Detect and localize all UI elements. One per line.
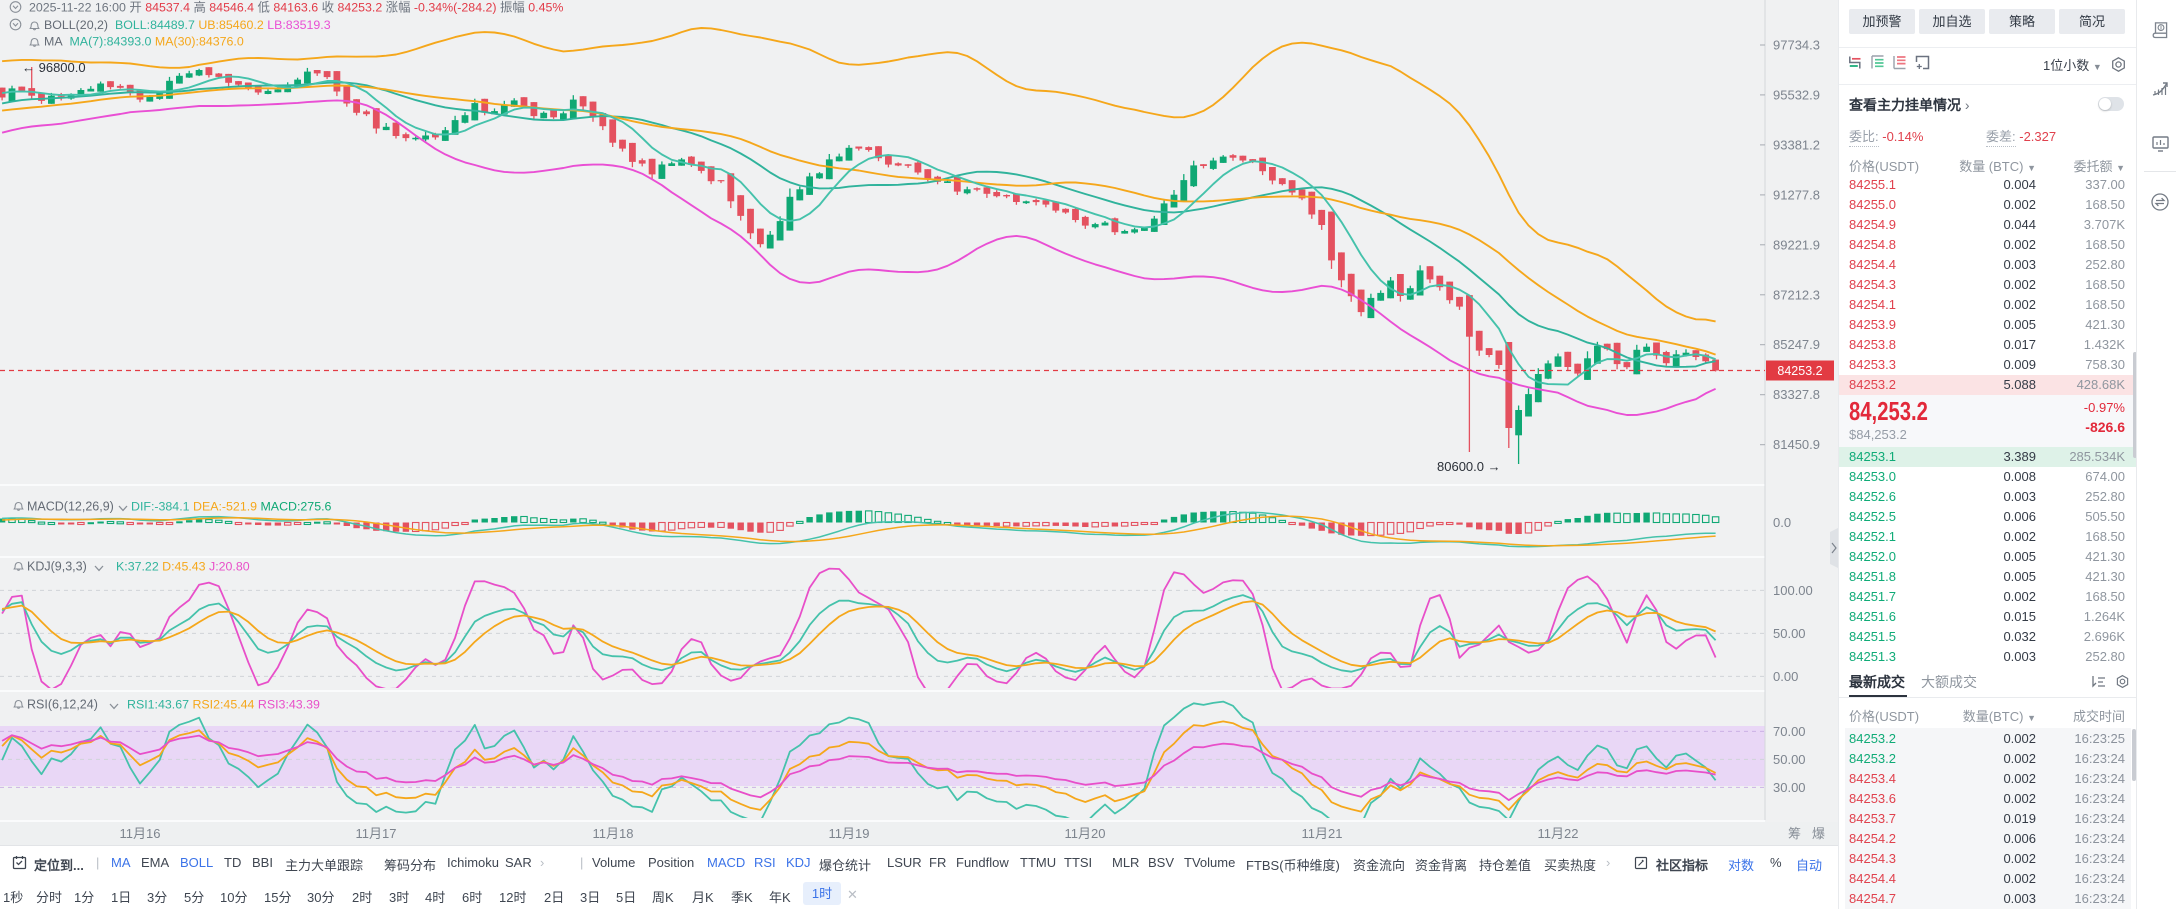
svg-text:91277.8: 91277.8	[1773, 187, 1820, 202]
svg-text:97734.3: 97734.3	[1773, 38, 1820, 53]
svg-text:KDJ(9,3,3): KDJ(9,3,3)	[27, 560, 87, 574]
svg-text:K:37.22 D:45.43 J:20.80: K:37.22 D:45.43 J:20.80	[116, 560, 250, 574]
svg-text:← 96800.0: ← 96800.0	[22, 60, 86, 75]
svg-text:0.0: 0.0	[1773, 515, 1791, 530]
svg-text:DIF:-384.1 DEA:-521.9 MACD:275: DIF:-384.1 DEA:-521.9 MACD:275.6	[131, 500, 332, 514]
svg-text:0.00: 0.00	[1773, 669, 1798, 684]
svg-text:87212.3: 87212.3	[1773, 287, 1820, 302]
svg-text:11月21: 11月21	[1302, 826, 1343, 841]
svg-text:MACD(12,26,9): MACD(12,26,9)	[27, 500, 114, 514]
svg-text:50.00: 50.00	[1773, 752, 1806, 767]
svg-text:100.00: 100.00	[1773, 583, 1813, 598]
svg-text:11月18: 11月18	[593, 826, 634, 841]
svg-text:83327.8: 83327.8	[1773, 387, 1820, 402]
svg-text:81450.9: 81450.9	[1773, 437, 1820, 452]
svg-text:11月16: 11月16	[120, 826, 161, 841]
svg-text:11月22: 11月22	[1538, 826, 1579, 841]
svg-text:筹: 筹	[1788, 826, 1801, 841]
svg-text:70.00: 70.00	[1773, 724, 1806, 739]
svg-text:11月17: 11月17	[356, 826, 397, 841]
svg-text:80600.0 →: 80600.0 →	[1437, 459, 1501, 474]
svg-text:11月20: 11月20	[1065, 826, 1106, 841]
svg-text:爆: 爆	[1812, 826, 1825, 841]
svg-text:30.00: 30.00	[1773, 780, 1806, 795]
svg-text:11月19: 11月19	[829, 826, 870, 841]
svg-text:95532.9: 95532.9	[1773, 87, 1820, 102]
svg-text:MA MA(7):84393.0 MA(30):84376: MA MA(7):84393.0 MA(30):84376.0	[44, 35, 244, 49]
svg-text:BOLL(20,2) BOLL:84489.7 UB:85: BOLL(20,2) BOLL:84489.7 UB:85460.2 LB:83…	[44, 18, 331, 32]
svg-text:93381.2: 93381.2	[1773, 137, 1820, 152]
svg-text:85247.9: 85247.9	[1773, 337, 1820, 352]
svg-text:50.00: 50.00	[1773, 626, 1806, 641]
svg-text:89221.9: 89221.9	[1773, 237, 1820, 252]
svg-text:RSI1:43.67 RSI2:45.44 RSI3:43.: RSI1:43.67 RSI2:45.44 RSI3:43.39	[127, 698, 320, 712]
svg-text:2025-11-22 16:00 开 84537.4 高 8: 2025-11-22 16:00 开 84537.4 高 84546.4 低 8…	[29, 0, 563, 15]
svg-text:84253.2: 84253.2	[1777, 364, 1822, 378]
svg-text:RSI(6,12,24): RSI(6,12,24)	[27, 698, 98, 712]
